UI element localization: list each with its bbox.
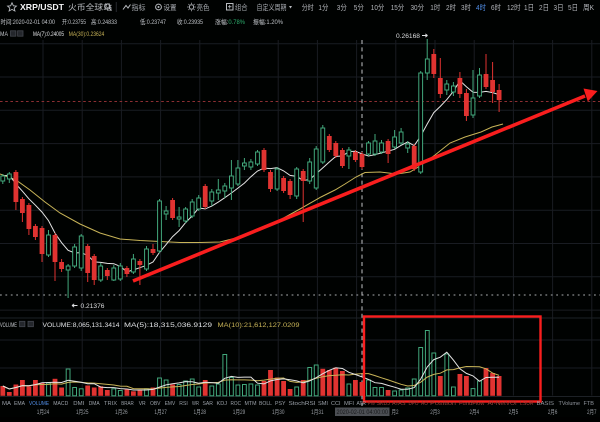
svg-text:1月30: 1月30: [272, 408, 285, 416]
svg-text:1月31: 1月31: [311, 408, 324, 416]
svg-text:涨幅:0.78%: 涨幅:0.78%: [215, 17, 245, 26]
svg-text:MACD: MACD: [53, 401, 68, 407]
svg-text:1月24: 1月24: [37, 408, 50, 416]
svg-text:2月4: 2月4: [469, 408, 479, 416]
svg-text:MA: MA: [0, 31, 9, 38]
svg-text:FundFlow: FundFlow: [459, 401, 485, 407]
svg-text:AO: AO: [421, 401, 428, 407]
svg-text:BASIS: BASIS: [537, 401, 555, 407]
svg-text:3分: 3分: [337, 3, 347, 12]
svg-text:ATR: ATR: [357, 401, 367, 407]
svg-text:1月25: 1月25: [76, 408, 89, 416]
svg-text:5分: 5分: [354, 3, 364, 12]
svg-text:TRIX: TRIX: [104, 401, 117, 407]
svg-text:自定义周期: 自定义周期: [257, 2, 287, 12]
svg-text:2时: 2时: [446, 2, 456, 12]
svg-text:MA(7):0.24005: MA(7):0.24005: [33, 31, 64, 38]
svg-text:1月29: 1月29: [233, 408, 246, 416]
svg-text:1月28: 1月28: [194, 408, 207, 416]
svg-text:MA: MA: [2, 401, 11, 407]
svg-text:30分: 30分: [411, 3, 425, 12]
svg-text:MTM: MTM: [245, 401, 257, 407]
svg-text:2020-02-01 04:00:00: 2020-02-01 04:00:00: [337, 409, 389, 416]
svg-text:高:0.24833: 高:0.24833: [91, 17, 117, 26]
svg-text:SMI: SMI: [318, 401, 328, 407]
svg-text:ROC: ROC: [231, 401, 242, 407]
svg-text:MFI: MFI: [344, 401, 354, 407]
svg-text:5日: 5日: [568, 3, 578, 12]
svg-text:SKDJ: SKDJ: [377, 401, 391, 407]
svg-text:FTB: FTB: [584, 401, 595, 407]
svg-text:设置: 设置: [164, 2, 177, 12]
svg-text:月2: 月2: [392, 408, 399, 416]
svg-text:振幅:1.20%: 振幅:1.20%: [253, 17, 283, 26]
svg-text:指标: 指标: [132, 2, 146, 12]
svg-text:BRAR: BRAR: [121, 401, 134, 407]
svg-text:收:0.23935: 收:0.23935: [177, 17, 203, 26]
svg-text:周K: 周K: [583, 3, 594, 12]
svg-text:0.21376: 0.21376: [81, 303, 105, 310]
svg-text:PSY: PSY: [275, 401, 286, 407]
svg-text:DMI: DMI: [73, 401, 84, 407]
svg-text:MA(30):0.23624: MA(30):0.23624: [69, 31, 105, 38]
svg-text:DMA: DMA: [89, 401, 100, 407]
svg-text:2日: 2日: [539, 3, 549, 12]
svg-text:PW: PW: [368, 401, 375, 407]
svg-text:0.26168: 0.26168: [396, 33, 420, 40]
svg-text:3日: 3日: [554, 3, 564, 12]
svg-text:2月7: 2月7: [587, 408, 597, 416]
svg-text:组合: 组合: [235, 2, 248, 12]
svg-text:15分: 15分: [391, 3, 405, 12]
svg-text:低:0.23747: 低:0.23747: [140, 17, 166, 26]
svg-text:AI-NetVOl: AI-NetVOl: [488, 401, 517, 407]
svg-text:DPO: DPO: [409, 401, 419, 407]
svg-text:KDJ: KDJ: [217, 401, 228, 407]
svg-text:12时: 12时: [507, 2, 521, 12]
svg-text:1时: 1时: [430, 2, 440, 12]
svg-text:ATAS: ATAS: [392, 401, 406, 407]
svg-text:Position: Position: [430, 401, 456, 407]
svg-text:时间:2020-02-01 04:00: 时间:2020-02-01 04:00: [1, 17, 56, 26]
svg-text:RSI: RSI: [179, 401, 188, 407]
svg-text:VOLUME: VOLUME: [0, 322, 17, 329]
svg-text:VOLUME:8,065,131.3414: VOLUME:8,065,131.3414: [43, 322, 121, 329]
svg-text:1日: 1日: [524, 3, 534, 12]
svg-text:亮色: 亮色: [197, 2, 210, 12]
svg-text:2月3: 2月3: [430, 408, 440, 416]
svg-text:2月5: 2月5: [509, 408, 519, 416]
svg-text:MA(5):18,315,036.9129: MA(5):18,315,036.9129: [124, 322, 213, 329]
svg-text:CCI: CCI: [331, 401, 341, 407]
svg-text:1月26: 1月26: [115, 408, 128, 416]
svg-text:BOLL: BOLL: [259, 401, 273, 407]
svg-text:XRP/USDT: XRP/USDT: [20, 2, 65, 12]
svg-text:OBV: OBV: [150, 401, 161, 407]
svg-text:分时: 分时: [302, 2, 314, 12]
svg-text:开:0.23755: 开:0.23755: [62, 18, 86, 26]
svg-text:4时: 4时: [476, 2, 486, 12]
svg-text:TVolume: TVolume: [559, 401, 581, 407]
svg-text:VOLUME: VOLUME: [29, 401, 49, 407]
svg-text:EMV: EMV: [165, 401, 176, 407]
svg-text:3时: 3时: [461, 2, 471, 12]
svg-text:火币全球站: 火币全球站: [68, 2, 112, 12]
svg-text:SAR: SAR: [203, 401, 214, 407]
svg-text:EMA: EMA: [14, 401, 25, 407]
svg-text:MA(10):21,612,127.0209: MA(10):21,612,127.0209: [218, 322, 301, 329]
svg-text:2月6: 2月6: [548, 408, 558, 416]
svg-text:StochRSI: StochRSI: [289, 401, 316, 407]
svg-text:10分: 10分: [371, 3, 385, 12]
svg-text:1分: 1分: [318, 3, 328, 12]
svg-text:VR: VR: [139, 401, 146, 407]
svg-text:LSUR: LSUR: [520, 401, 534, 407]
svg-text:1月27: 1月27: [154, 408, 167, 416]
svg-text:WR: WR: [192, 401, 199, 407]
svg-text:6时: 6时: [491, 2, 501, 12]
